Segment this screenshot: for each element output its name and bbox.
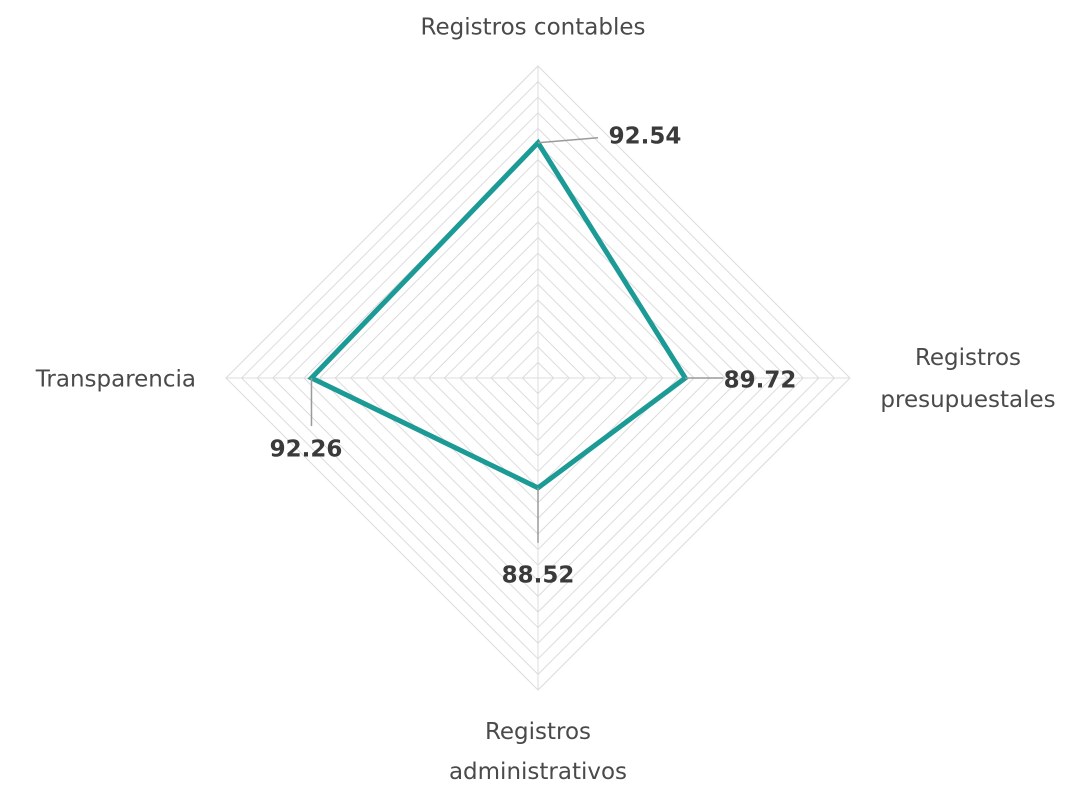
data-label: 88.52 [502, 563, 575, 589]
leader-line [537, 137, 599, 144]
data-label: 92.26 [270, 437, 343, 463]
data-label: 89.72 [724, 368, 797, 394]
category-label: Transparencia [35, 367, 196, 393]
category-label: Registros contables [421, 15, 646, 41]
data-label: 92.54 [609, 124, 682, 150]
category-label: Registros presupuestales [880, 345, 1055, 413]
category-label: Registros administrativos [449, 719, 627, 785]
data-line [307, 138, 689, 491]
